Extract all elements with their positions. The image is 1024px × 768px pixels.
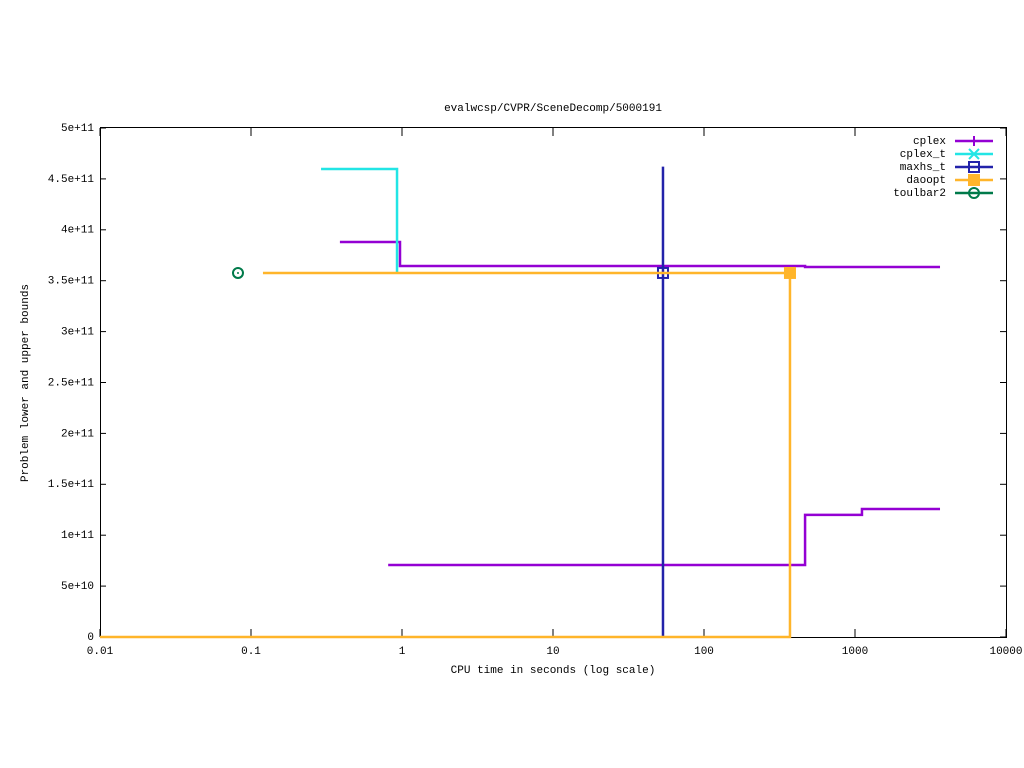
y-tick-label: 3.5e+11 (48, 276, 95, 288)
legend-label: toulbar2 (893, 188, 946, 200)
marker (968, 174, 980, 186)
marker (968, 148, 980, 160)
y-tick-label: 4e+11 (61, 225, 94, 237)
marker-shape (968, 148, 980, 160)
y-axis-label: Problem lower and upper bounds (20, 284, 32, 482)
marker-shape (236, 271, 239, 274)
y-tick-label: 2.5e+11 (48, 377, 95, 389)
x-tick-label: 0.1 (241, 646, 261, 658)
marker-shape (973, 192, 975, 194)
lower-bound (388, 507, 941, 567)
y-tick-label: 1e+11 (61, 530, 94, 542)
marker-shape (231, 266, 244, 279)
upper-bound (321, 167, 399, 273)
lower-bound (100, 272, 792, 639)
x-tick-label: 0.01 (87, 646, 114, 658)
marker-shape (968, 174, 980, 186)
legend-label: cplex_t (900, 149, 946, 161)
marker-shape (968, 161, 980, 173)
plot-frame (100, 127, 1007, 638)
upper-bound (339, 240, 941, 269)
x-tick-label: 10 (546, 646, 559, 658)
marker (783, 266, 796, 279)
marker (969, 136, 979, 146)
marker (968, 187, 980, 199)
y-tick-label: 2e+11 (61, 428, 94, 440)
y-tick-label: 5e+11 (61, 123, 94, 135)
y-tick-label: 0 (87, 632, 94, 644)
y-tick-label: 3e+11 (61, 327, 94, 339)
marker-shape (969, 136, 979, 146)
y-tick-label: 4.5e+11 (48, 174, 95, 186)
y-tick-label: 5e+10 (61, 581, 94, 593)
x-tick-label: 100 (694, 646, 714, 658)
x-axis-label: CPU time in seconds (log scale) (451, 665, 656, 677)
legend-label: cplex (913, 136, 946, 148)
marker (231, 266, 244, 279)
chart-title: evalwcsp/CVPR/SceneDecomp/5000191 (444, 103, 662, 115)
marker (968, 161, 980, 173)
x-tick-label: 10000 (989, 646, 1022, 658)
x-tick-label: 1000 (842, 646, 868, 658)
marker-shape (783, 266, 796, 279)
legend-label: daoopt (906, 175, 946, 187)
legend-label: maxhs_t (900, 162, 946, 174)
marker-shape (968, 187, 980, 199)
x-tick-label: 1 (399, 646, 406, 658)
y-tick-label: 1.5e+11 (48, 479, 95, 491)
